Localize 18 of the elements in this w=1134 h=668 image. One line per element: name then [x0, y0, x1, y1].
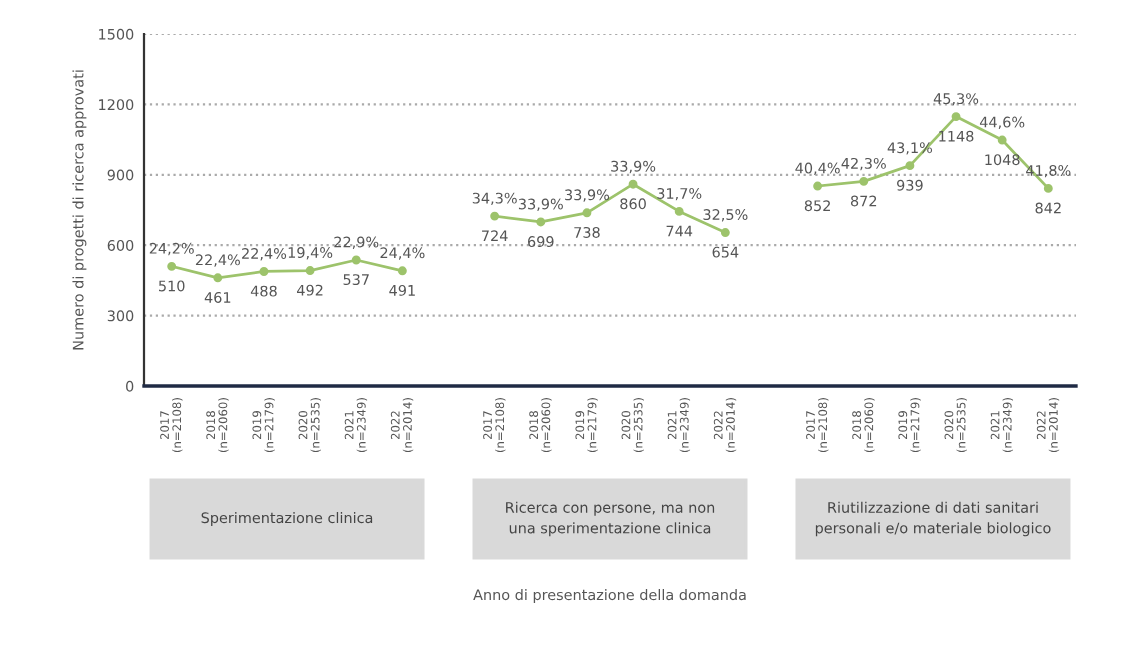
point [674, 206, 684, 216]
point [351, 255, 361, 265]
point [305, 266, 315, 275]
point [490, 211, 500, 221]
point [167, 261, 177, 271]
point [997, 135, 1007, 145]
point [582, 208, 592, 218]
point [259, 267, 269, 276]
point [859, 176, 869, 186]
point [213, 273, 223, 283]
point [905, 161, 915, 171]
point [720, 228, 730, 237]
point [1043, 183, 1053, 193]
point [813, 181, 823, 191]
point [536, 217, 546, 227]
point [397, 266, 407, 276]
point [628, 179, 638, 189]
point [951, 112, 961, 122]
